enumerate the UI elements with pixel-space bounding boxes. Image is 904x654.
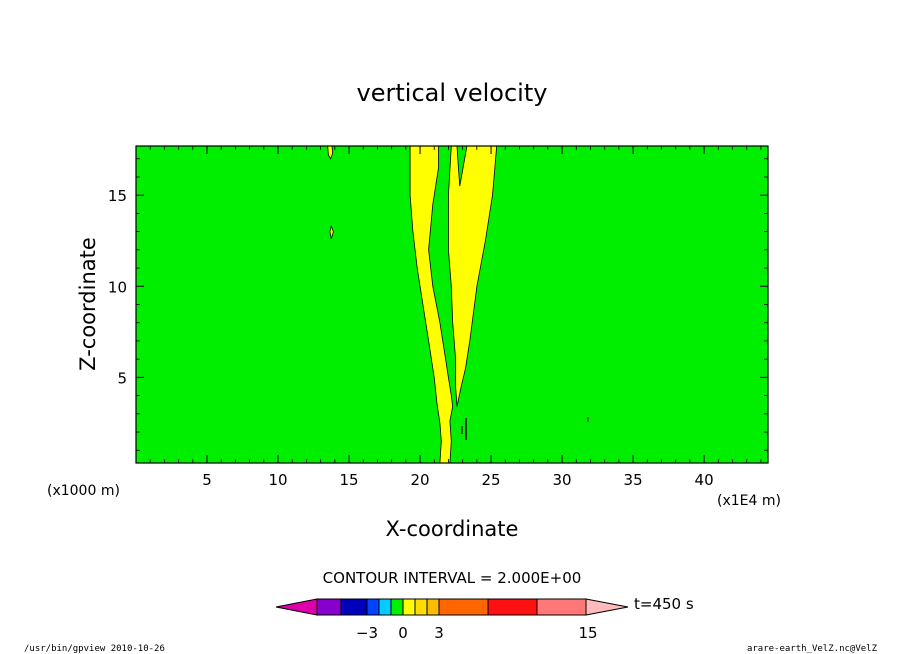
x-unit-left-label: (x1000 m) [47, 483, 120, 499]
y-tick-label: 10 [108, 278, 127, 296]
x-tick-label: 5 [202, 471, 212, 489]
colorbar-low-triangle [275, 598, 318, 616]
axis-ticks [136, 146, 768, 463]
colorbar-segment [438, 598, 489, 616]
time-label: t=450 s [634, 595, 694, 613]
colorbar-tick-label: 15 [578, 624, 597, 642]
contour-spots [461, 417, 589, 440]
x-tick-label: 10 [268, 471, 287, 489]
colorbar-segment [366, 598, 380, 616]
x-tick-label: 15 [339, 471, 358, 489]
plot-area [135, 145, 769, 464]
x-tick-label: 35 [624, 471, 643, 489]
colorbar-tick-label: −3 [356, 624, 378, 642]
colorbar-segment [426, 598, 440, 616]
colorbar-tick-label: 3 [434, 624, 444, 642]
x-tick-label: 40 [695, 471, 714, 489]
contour-region [409, 145, 454, 464]
colorbar-segment [402, 598, 416, 616]
colorbar [275, 598, 629, 616]
y-tick-labels: 5 10 15 [108, 187, 127, 387]
x-unit-right-label: (x1E4 m) [717, 493, 781, 509]
chart-title: vertical velocity [357, 79, 548, 107]
footer-right: arare-earth_VelZ.nc@VelZ [747, 644, 878, 654]
y-axis-label: Z-coordinate [76, 237, 100, 371]
x-tick-label: 30 [553, 471, 572, 489]
contour-region [329, 224, 334, 240]
colorbar-segment [536, 598, 587, 616]
contour-region [447, 145, 498, 407]
x-tick-label: 20 [410, 471, 429, 489]
footer-left: /usr/bin/gpview 2010-10-26 [24, 644, 165, 654]
colorbar-segment [378, 598, 392, 616]
colorbar-segment [390, 598, 404, 616]
colorbar-segment [316, 598, 342, 616]
y-tick-label: 15 [108, 187, 127, 205]
colorbar-segment [414, 598, 428, 616]
colorbar-high-triangle [585, 598, 629, 616]
colorbar-segment [487, 598, 538, 616]
contour-interval-label: CONTOUR INTERVAL = 2.000E+00 [323, 569, 582, 587]
x-axis-label: X-coordinate [386, 517, 519, 541]
colorbar-tick-label: 0 [398, 624, 408, 642]
colorbar-segment [340, 598, 368, 616]
contour-regions [327, 145, 498, 464]
y-tick-label: 5 [117, 369, 127, 387]
x-tick-label: 25 [482, 471, 501, 489]
x-tick-labels: 5 10 15 20 25 30 35 40 [202, 471, 713, 489]
